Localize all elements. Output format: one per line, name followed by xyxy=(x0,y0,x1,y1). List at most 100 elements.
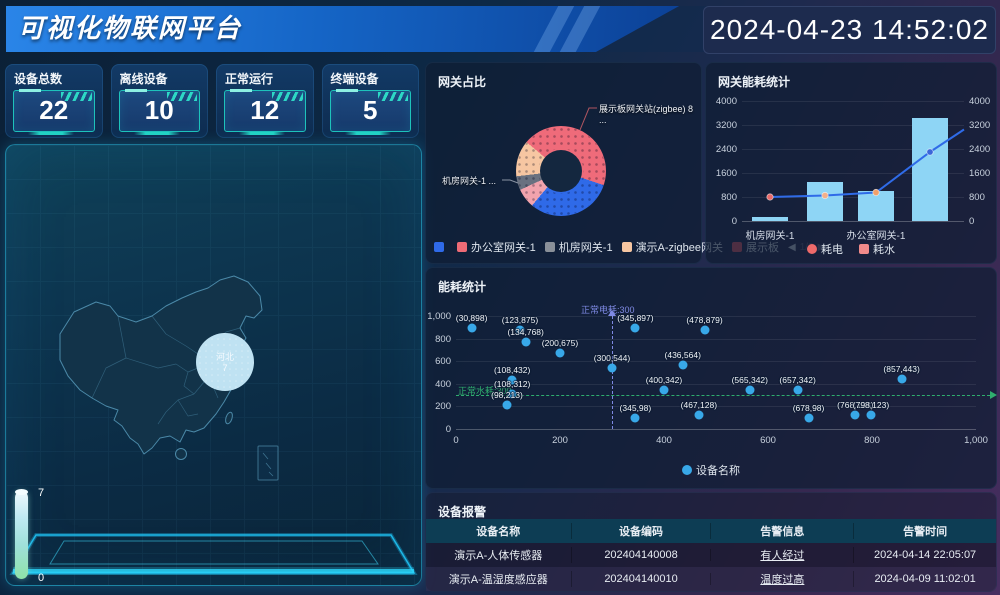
markline-normal-water xyxy=(456,395,990,397)
gridline xyxy=(742,125,964,126)
datetime-display: 2024-04-23 14:52:02 xyxy=(703,6,996,54)
table-header-cell: 告警时间 xyxy=(903,526,948,538)
table-header-row: 设备名称 设备编码 告警信息 告警时间 xyxy=(426,519,996,543)
stat-card-total-devices: 设备总数 22 xyxy=(5,64,103,138)
scatter-point-label: (565,342) xyxy=(731,375,768,386)
bar-line-chart: 0 0 800 800 1600 1600 2400 2400 3200 3200 4000 4000… xyxy=(706,63,996,263)
legend-item[interactable]: 设备名称 xyxy=(682,462,740,478)
scatter-legend: 设备名称 xyxy=(426,462,996,478)
stat-frame: 10 xyxy=(118,89,200,135)
page-title: 可视化物联网平台 xyxy=(18,13,243,43)
stat-value: 22 xyxy=(39,95,69,125)
markline-arrow-right xyxy=(990,391,997,400)
x-axis-tick: 800 xyxy=(864,435,880,446)
china-map-panel: 河北 7 7 0 xyxy=(5,144,422,586)
taiwan-island xyxy=(225,411,233,425)
stat-label: 离线设备 xyxy=(119,72,168,86)
y-axis-tick-right: 800 xyxy=(969,192,985,203)
y-axis-tick-right: 2400 xyxy=(969,144,991,155)
legend-item[interactable]: 演示A-zigbee网关 xyxy=(621,239,723,255)
x-axis-tick: 1,000 xyxy=(964,435,988,446)
legend-item[interactable]: 机房网关-1 xyxy=(544,239,613,255)
table-cell: 202404140010 xyxy=(572,573,712,585)
y-axis-tick-left: 1600 xyxy=(715,168,737,179)
stat-value: 10 xyxy=(144,95,174,125)
map-bubble-hebei[interactable]: 河北 7 xyxy=(196,333,254,391)
table-cell: 演示A-温湿度感应器 xyxy=(426,571,572,587)
callout-left: 机房网关-1 ... xyxy=(442,176,497,186)
title-banner xyxy=(6,6,680,52)
stat-frame: 22 xyxy=(13,89,95,135)
bar-1 xyxy=(807,182,843,221)
scatter-point-label: (98,213) xyxy=(491,389,523,400)
scatter-point xyxy=(521,337,531,347)
table-row: 演示A-人体传感器 202404140008 有人经过 2024-04-14 22:0… xyxy=(426,543,996,567)
gridline xyxy=(742,101,964,102)
y-axis-tick-right: 4000 xyxy=(969,96,991,107)
legend-label: 机房网关-1 xyxy=(558,242,613,254)
alarm-info-link[interactable]: 有人经过 xyxy=(711,547,855,563)
legend-item[interactable]: 耗水 xyxy=(859,241,895,257)
markline-normal-power xyxy=(612,316,613,429)
scatter-point-label: (400,342) xyxy=(645,375,683,386)
panel-title: 网关占比 xyxy=(438,75,487,89)
x-axis-tick: 400 xyxy=(656,435,672,446)
callout-lines xyxy=(502,107,597,184)
callout-top: 展示板网关站(zigbee) 8 ... xyxy=(599,104,694,125)
scatter-point-label: (300,544) xyxy=(593,352,631,363)
table-cell: 演示A-人体传感器 xyxy=(426,547,572,563)
legend-swatch xyxy=(457,242,467,252)
table-header-cell: 告警信息 xyxy=(711,523,855,539)
panel-title: 能耗统计 xyxy=(438,280,487,294)
alarm-info-link[interactable]: 温度过高 xyxy=(711,571,855,587)
scatter-point xyxy=(555,348,565,358)
sea-inset xyxy=(257,445,279,481)
x-axis-label: 办公室网关-1 xyxy=(846,231,906,242)
scatter-point xyxy=(467,323,477,333)
device-alarm-panel: 设备报警 设备名称 设备编码 告警信息 告警时间 演示A-人体传感器 2024041400… xyxy=(425,492,997,592)
bar-3 xyxy=(912,118,948,221)
scatter-point xyxy=(700,325,710,335)
table-cell: 2024-04-14 22:05:07 xyxy=(874,549,977,561)
scatter-point-label: (678,98) xyxy=(792,402,825,413)
scatter-point-label: (108,312) xyxy=(493,378,531,389)
map-color-gauge xyxy=(15,489,28,579)
gridline xyxy=(742,197,964,198)
y-axis-tick-left: 4000 xyxy=(715,96,737,107)
legend-item[interactable]: 耗电 xyxy=(807,241,843,257)
legend-swatch xyxy=(621,242,632,252)
y-axis-tick-left: 0 xyxy=(731,216,737,227)
legend-swatch xyxy=(544,242,555,252)
markline-power-label: 正常电耗:300 xyxy=(581,305,635,315)
table-header-cell: 设备名称 xyxy=(426,523,572,539)
legend-swatch xyxy=(807,244,817,254)
x-axis-tick: 600 xyxy=(760,435,776,446)
gridline xyxy=(742,173,964,174)
x-axis-line xyxy=(456,429,976,430)
energy-scatter-panel: 能耗统计 0 200 400 600 800 1,000 0 200 400 600 800 1,00… xyxy=(425,267,997,489)
energy-line xyxy=(766,128,965,201)
scatter-point-label: (436,564) xyxy=(664,350,701,361)
stat-value: 5 xyxy=(363,95,378,125)
gridline xyxy=(456,361,976,363)
scatter-point xyxy=(804,413,814,423)
scatter-point-label: (134,768) xyxy=(507,327,544,338)
markline-arrow-up xyxy=(608,310,616,316)
scatter-point xyxy=(793,385,803,395)
y-axis-tick-right: 3200 xyxy=(969,120,991,131)
legend-label: 办公室网关-1 xyxy=(471,242,536,254)
hainan-island xyxy=(175,448,187,460)
scatter-point-label: (123,875) xyxy=(501,315,539,326)
scatter-point-label: (467,128) xyxy=(680,399,718,410)
legend-label: 演示A-zigbee网关 xyxy=(635,242,723,254)
x-axis-tick: 200 xyxy=(552,435,568,446)
y-axis-tick: 200 xyxy=(435,401,451,413)
legend-item[interactable]: 办公室网关-1 xyxy=(457,239,536,255)
scatter-point-label: (798,123) xyxy=(852,400,890,411)
scatter-point xyxy=(630,413,640,423)
x-axis-line xyxy=(742,221,964,222)
legend-item[interactable] xyxy=(434,242,448,252)
y-axis-tick-right: 0 xyxy=(969,216,975,227)
bar-0 xyxy=(752,217,788,221)
